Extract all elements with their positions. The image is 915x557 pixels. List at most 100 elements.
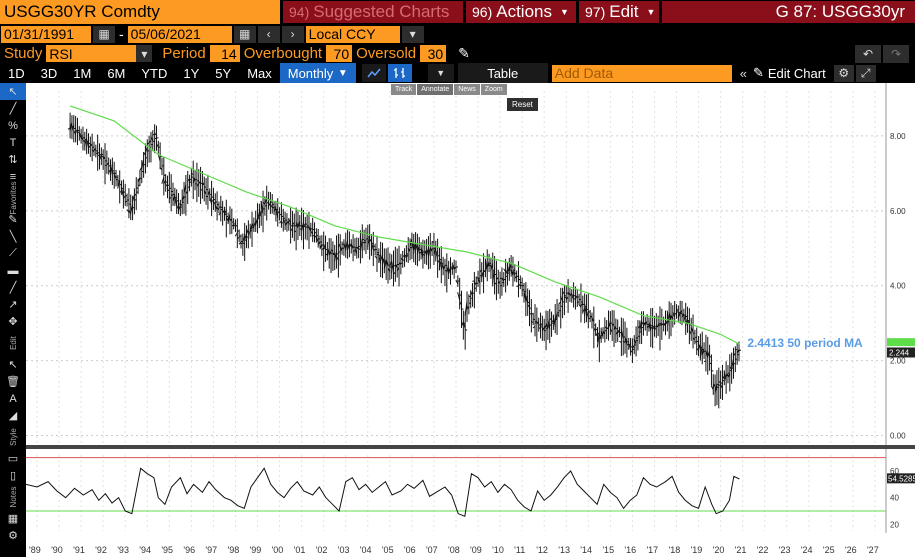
price-bar-open: [470, 290, 474, 296]
cursor-icon[interactable]: ↖: [0, 83, 26, 100]
end-date-field[interactable]: 05/06/2021: [127, 25, 232, 43]
line-chart-icon[interactable]: [361, 64, 386, 82]
rsi-tick-label: 20: [890, 520, 899, 529]
bar-chart-icon[interactable]: [387, 64, 412, 82]
frequency-select[interactable]: Monthly ▼: [279, 63, 356, 83]
price-bar-open: [497, 281, 501, 284]
price-bar-open: [159, 167, 163, 171]
range-tab-1y[interactable]: 1Y: [183, 65, 200, 81]
x-tick-label: '93: [117, 545, 129, 555]
edit-button[interactable]: 97) Edit ▼: [579, 1, 659, 23]
color-icon[interactable]: ▯: [9, 470, 17, 482]
collapse-icon[interactable]: «: [739, 65, 747, 81]
range-tab-1m[interactable]: 1M: [73, 65, 92, 81]
price-bar-open: [510, 268, 514, 277]
rsi-value-tag: [887, 473, 915, 484]
price-bar-open: [567, 291, 571, 296]
gear-icon[interactable]: ⚙: [8, 530, 18, 542]
price-bar-open: [619, 340, 622, 343]
chevron-down-icon[interactable]: ▼: [427, 64, 454, 82]
expand-icon[interactable]: ⤢: [855, 64, 876, 82]
palette-icon[interactable]: ▦: [7, 513, 19, 525]
range-tab-ytd[interactable]: YTD: [141, 65, 168, 81]
arrow-tool-icon[interactable]: ↗: [8, 299, 18, 311]
move-tool-icon[interactable]: ✥: [8, 316, 18, 328]
fib-tool-icon[interactable]: %: [8, 119, 18, 132]
range-tab-6m[interactable]: 6M: [107, 65, 126, 81]
line-style-icon[interactable]: ▭: [7, 453, 19, 465]
marker-tool-icon[interactable]: ╱: [9, 282, 17, 294]
price-bar-open: [326, 247, 330, 257]
chart-area[interactable]: 0.00 2.00 4.00 6.00 8.00 2.4413 50 period MA 2…: [25, 83, 915, 557]
calendar-icon[interactable]: ▦: [233, 25, 256, 43]
range-tab-5y[interactable]: 5Y: [215, 65, 232, 81]
price-bar-open: [681, 313, 685, 318]
overbought-field[interactable]: 70: [326, 45, 353, 62]
pen-tool-icon[interactable]: ✎: [8, 214, 18, 226]
brush-tool-icon[interactable]: ╲: [9, 231, 17, 243]
chevron-right-icon[interactable]: ›: [281, 25, 304, 43]
price-bar-open: [420, 246, 424, 259]
range-tab-3d[interactable]: 3D: [40, 65, 58, 81]
price-bar-open: [527, 304, 530, 308]
font-icon[interactable]: A: [9, 392, 17, 405]
price-bar-open: [383, 259, 387, 270]
chevron-down-icon[interactable]: ▾: [401, 25, 424, 43]
price-bar-open: [370, 242, 374, 252]
price-bar-open: [203, 190, 207, 195]
range-tab-max[interactable]: Max: [247, 65, 272, 81]
add-data-input[interactable]: Add Data: [551, 64, 732, 82]
chevron-left-icon[interactable]: ‹: [257, 25, 280, 43]
price-bar-open: [212, 201, 216, 205]
mode-zoom[interactable]: Zoom: [480, 84, 507, 95]
line-tool-icon[interactable]: ╱: [9, 103, 17, 115]
trash-icon[interactable]: 🗑: [6, 376, 20, 388]
trend-tool-icon[interactable]: ⇅: [8, 154, 18, 166]
text-tool-icon[interactable]: T: [9, 136, 17, 149]
paint-icon[interactable]: ◢: [8, 410, 18, 422]
undo-icon[interactable]: ↶: [855, 44, 881, 63]
currency-select[interactable]: Local CCY: [305, 25, 400, 43]
price-bar-open: [220, 206, 223, 209]
oversold-field[interactable]: 30: [420, 45, 447, 62]
price-bar-open: [400, 257, 404, 261]
price-bar-open: [67, 127, 71, 130]
price-bar-open: [613, 326, 617, 331]
chevron-down-icon[interactable]: ▾: [136, 45, 153, 62]
mode-news[interactable]: News: [454, 84, 480, 95]
chart-svg[interactable]: 0.00 2.00 4.00 6.00 8.00 2.4413 50 period MA 2…: [25, 83, 915, 557]
period-field[interactable]: 14: [209, 45, 240, 62]
actions-button[interactable]: 96) Actions ▼: [466, 1, 576, 23]
rect-tool-icon[interactable]: ▬: [7, 264, 19, 277]
suggested-charts-button[interactable]: 94) Suggested Charts: [283, 1, 463, 23]
ticker-field[interactable]: USGG30YR Comdty: [0, 0, 280, 24]
channel-tool-icon[interactable]: ≡: [9, 170, 17, 183]
ray-tool-icon[interactable]: ⟋: [9, 247, 17, 259]
price-bar-open: [628, 343, 632, 350]
pointer-tool-icon[interactable]: ↖: [8, 359, 18, 371]
price-bar-open: [122, 195, 126, 199]
range-tab-1d[interactable]: 1D: [8, 65, 25, 81]
style-label-side: Style: [8, 428, 18, 446]
mode-annotate[interactable]: Annotate: [417, 84, 454, 95]
settings-icon[interactable]: ⚙: [833, 64, 854, 82]
redo-icon[interactable]: ↷: [883, 44, 909, 63]
calendar-icon[interactable]: ▦: [93, 25, 115, 43]
price-bar-open: [517, 283, 521, 287]
pencil-icon[interactable]: ✎: [458, 45, 470, 61]
price-bar-open: [161, 177, 165, 184]
table-button[interactable]: Table: [457, 63, 548, 83]
price-bar-open: [192, 177, 196, 184]
price-bar-open: [560, 295, 564, 302]
reset-button[interactable]: Reset: [507, 98, 538, 111]
price-bar-open: [139, 166, 143, 172]
price-bar-open: [433, 247, 437, 257]
edit-chart-button[interactable]: ✎ Edit Chart: [747, 63, 832, 83]
study-select[interactable]: RSI: [46, 45, 137, 62]
price-bar-open: [561, 291, 565, 295]
start-date-field[interactable]: 01/31/1991: [1, 25, 91, 43]
price-bar-open: [126, 209, 130, 213]
price-bar-open: [369, 238, 372, 243]
price-bar-open: [165, 183, 168, 187]
mode-track[interactable]: Track: [391, 84, 417, 95]
